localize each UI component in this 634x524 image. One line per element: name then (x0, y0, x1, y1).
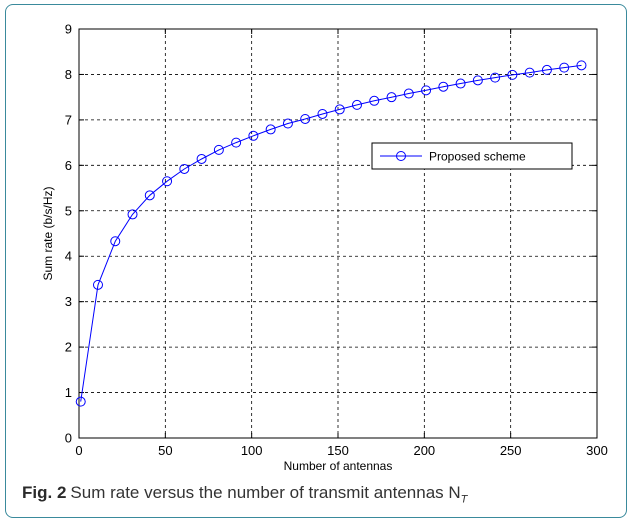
sum-rate-chart: 0 50 100 150 200 250 300 0 1 2 3 4 5 6 7 8 9 Number of a… (41, 22, 608, 474)
data-point (231, 137, 242, 148)
x-axis-label: Number of antennas (284, 459, 393, 473)
y-tick-label: 7 (65, 112, 72, 127)
x-tick-label: 150 (327, 443, 349, 458)
grid-lines (79, 29, 597, 438)
data-point (455, 78, 466, 89)
data-point (541, 64, 552, 75)
data-point (351, 99, 362, 110)
data-point (282, 118, 293, 129)
data-point (472, 75, 483, 86)
y-tick-label: 4 (65, 249, 72, 264)
x-tick-label: 0 (75, 443, 82, 458)
data-point (179, 163, 190, 174)
data-point (92, 279, 103, 290)
data-point (317, 108, 328, 119)
figure-caption: Fig. 2 Sum rate versus the number of tran… (22, 483, 622, 505)
series-line (80, 64, 582, 402)
data-point (110, 236, 121, 247)
data-point (490, 72, 501, 83)
x-tick-label: 300 (586, 443, 608, 458)
data-point (403, 88, 414, 99)
data-point (213, 144, 224, 155)
y-tick-label: 1 (65, 385, 72, 400)
axis-ticks: 0 50 100 150 200 250 300 0 1 2 3 4 5 6 7 8 9 (65, 22, 608, 459)
data-point (369, 95, 380, 106)
y-tick-label: 3 (65, 294, 72, 309)
data-point (300, 113, 311, 124)
figure-frame (5, 4, 627, 518)
data-point (127, 209, 138, 220)
data-point (248, 130, 259, 141)
data-point (421, 85, 432, 96)
y-axis-label: Sum rate (b/s/Hz) (41, 186, 55, 280)
data-point (196, 153, 207, 164)
x-tick-label: 250 (500, 443, 522, 458)
data-point (75, 396, 86, 407)
data-point (386, 92, 397, 103)
data-point (334, 104, 345, 115)
x-tick-label: 50 (158, 443, 172, 458)
legend: Proposed scheme (371, 142, 573, 170)
x-tick-label: 200 (413, 443, 435, 458)
x-tick-label: 100 (241, 443, 263, 458)
data-point (162, 176, 173, 187)
data-point (576, 60, 587, 71)
y-tick-label: 5 (65, 203, 72, 218)
legend-marker (396, 151, 406, 161)
caption-label: Fig. 2 (22, 483, 67, 502)
data-point (144, 190, 155, 201)
data-point (265, 124, 276, 135)
y-tick-label: 0 (65, 431, 72, 446)
y-tick-label: 8 (65, 67, 72, 82)
y-tick-label: 9 (65, 22, 72, 37)
legend-label: Proposed scheme (429, 150, 526, 164)
data-point (438, 81, 449, 92)
caption-text: Sum rate versus the number of transmit a… (70, 483, 461, 502)
y-tick-label: 2 (65, 340, 72, 355)
caption-subscript: T (460, 493, 468, 506)
series-proposed-scheme (75, 60, 587, 407)
data-point (559, 62, 570, 73)
data-point (524, 67, 535, 78)
data-point (507, 69, 518, 80)
y-tick-label: 6 (65, 158, 72, 173)
